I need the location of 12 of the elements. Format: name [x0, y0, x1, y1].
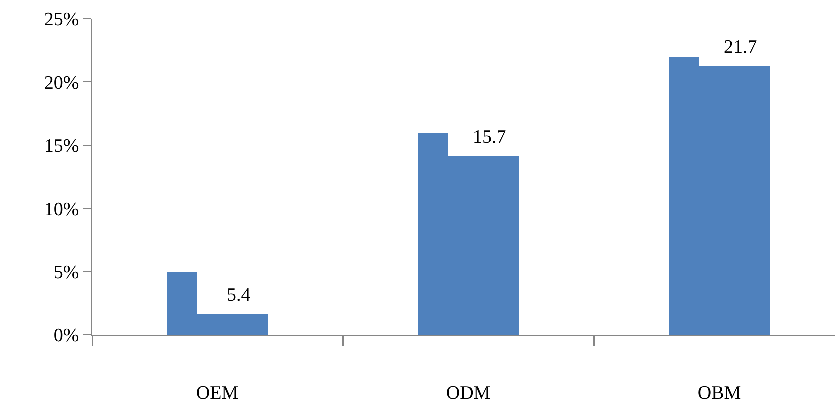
x-tick-label: ODM: [446, 382, 491, 404]
annotation: 5.4: [227, 285, 252, 306]
y-tick-label: 20%: [44, 72, 80, 94]
x-tick-label: OEM: [196, 382, 239, 404]
annotation: 15.7: [473, 127, 506, 148]
y-tick-label: 0%: [54, 326, 80, 347]
y-tick-label: 25%: [44, 10, 80, 31]
y-tick-label: 5%: [54, 262, 80, 284]
y-tick-label: 15%: [44, 136, 80, 158]
annotation: 21.7: [724, 37, 758, 58]
x-tick-label: OBM: [698, 382, 742, 404]
y-tick-label: 10%: [44, 199, 80, 220]
